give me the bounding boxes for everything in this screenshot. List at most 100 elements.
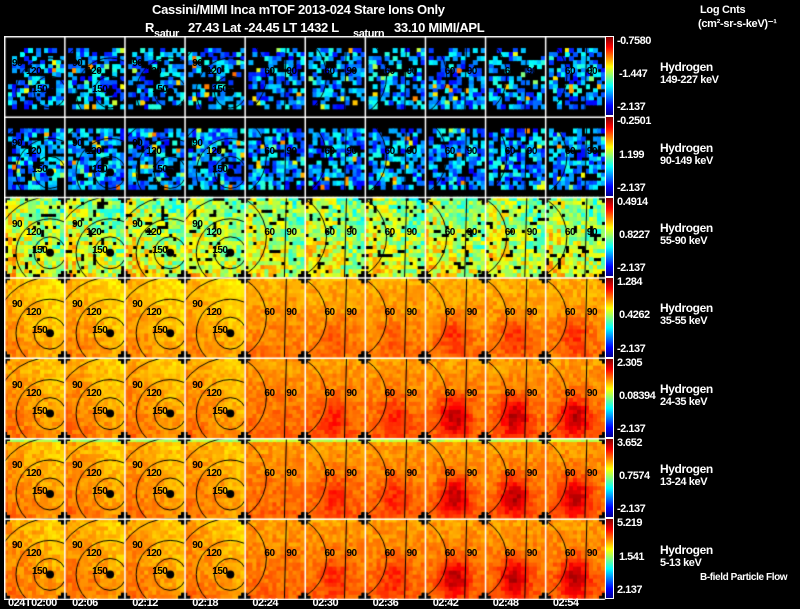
contour-label: 90: [132, 138, 143, 150]
contour-label: 90: [72, 218, 83, 230]
contour-label: 150: [92, 84, 108, 95]
colorbar: [605, 518, 614, 599]
contour-label: 90: [586, 548, 598, 560]
colorbar-mid: -1.447: [619, 68, 648, 81]
contour-label: 150: [212, 84, 228, 95]
contour-label: 90: [132, 379, 143, 391]
contour-label: 60: [384, 548, 396, 560]
time-tick-label: 02:18: [192, 597, 218, 609]
contour-label: 60: [384, 66, 396, 77]
contour-label: 150: [32, 84, 48, 95]
contour-label: 150: [32, 486, 48, 497]
species-label: Hydrogen: [660, 381, 713, 396]
contour-label: 90: [192, 218, 203, 230]
contour-label: 60: [504, 468, 516, 479]
contour-label: 60: [324, 307, 336, 319]
contour-label: 120: [146, 146, 162, 158]
contour-label: 150: [152, 84, 168, 95]
time-tick-label: 02:12: [132, 597, 158, 609]
colorbar-mid: 1.199: [619, 148, 645, 161]
footer-note: B-field Particle Flow: [700, 572, 788, 583]
position-info: 27.43 Lat -24.45 LT 1432 L: [188, 20, 339, 35]
contour-label: 90: [406, 307, 418, 319]
contour-label: 90: [192, 379, 203, 391]
species-label: Hydrogen: [660, 221, 713, 235]
contour-label: 60: [264, 307, 275, 319]
contour-label: 90: [586, 226, 598, 238]
contour-label: 60: [444, 226, 456, 238]
energy-label: 55-90 keV: [660, 235, 708, 247]
contour-label: 90: [586, 66, 598, 77]
contour-label: 60: [504, 226, 516, 238]
contour-label: 90: [466, 307, 478, 319]
contour-label: 90: [132, 540, 143, 552]
contour-label: 150: [32, 405, 48, 417]
units-label-2: (cm²-sr-s-keV)⁻¹: [698, 18, 777, 30]
contour-label: 60: [384, 226, 396, 238]
contour-label: 60: [564, 226, 576, 238]
colorbar-min: 2.137: [617, 583, 643, 596]
contour-label: 60: [564, 66, 576, 77]
colorbar: [605, 438, 614, 519]
contour-label: 150: [92, 325, 108, 337]
contour-label: 90: [286, 226, 297, 238]
contour-label: 120: [206, 226, 222, 238]
contour-label: 150: [32, 325, 48, 337]
contour-label: 120: [86, 66, 102, 77]
contour-label: 60: [504, 387, 516, 399]
species-label: Hydrogen: [660, 462, 713, 477]
contour-label: 60: [444, 468, 456, 479]
contour-label: 150: [152, 566, 168, 578]
contour-label: 120: [146, 66, 162, 77]
contour-label: 90: [286, 146, 297, 158]
contour-label: 90: [132, 299, 143, 311]
energy-label: 13-24 keV: [660, 476, 708, 489]
contour-label: 90: [466, 226, 478, 238]
contour-label: 60: [324, 387, 336, 399]
contour-label: 90: [466, 548, 478, 560]
colorbar-min: -2.137: [617, 181, 646, 194]
contour-label: 60: [324, 468, 336, 479]
energy-label: 90-149 keV: [660, 154, 713, 167]
contour-label: 90: [406, 226, 418, 238]
contour-label: 120: [26, 387, 42, 399]
contour-label: 90: [526, 387, 538, 399]
contour-label: 60: [444, 307, 456, 319]
contour-label: 120: [86, 226, 102, 238]
contour-label: 90: [192, 299, 203, 311]
contour-label: 120: [146, 548, 162, 560]
contour-label: 90: [406, 468, 418, 479]
contour-label: 90: [346, 387, 358, 399]
contour-label: 120: [86, 146, 102, 158]
contour-label: 120: [26, 66, 42, 77]
contour-label: 120: [206, 307, 222, 319]
colorbar-mid: 0.8227: [619, 229, 650, 241]
contour-label: 90: [526, 226, 538, 238]
contour-label: 150: [152, 164, 168, 176]
contour-label: 90: [526, 146, 538, 158]
colorbar-min: -2.137: [617, 101, 646, 114]
contour-label: 150: [152, 325, 168, 337]
contour-label: 120: [26, 307, 42, 319]
contour-label: 120: [146, 307, 162, 319]
contour-label: 90: [132, 218, 143, 230]
contour-label: 150: [92, 164, 108, 176]
units-label: Log Cnts: [700, 4, 746, 16]
colorbar-max: 5.219: [617, 517, 643, 530]
contour-label: 150: [212, 566, 228, 578]
contour-label: 60: [504, 146, 516, 158]
contour-label: 120: [26, 548, 42, 560]
contour-label: 90: [12, 58, 23, 69]
contour-label: 90: [526, 307, 538, 319]
time-tick-label: 02:42: [432, 597, 459, 609]
contour-label: 90: [286, 307, 297, 319]
energy-label: 35-55 keV: [660, 315, 708, 328]
contour-label: 120: [86, 548, 102, 560]
contour-label: 90: [72, 460, 83, 471]
species-label: Hydrogen: [660, 140, 713, 155]
contour-label: 90: [466, 387, 478, 399]
contour-label: 150: [152, 244, 168, 256]
contour-label: 120: [146, 226, 162, 238]
contour-label: 60: [564, 468, 576, 479]
contour-label: 60: [384, 146, 396, 158]
